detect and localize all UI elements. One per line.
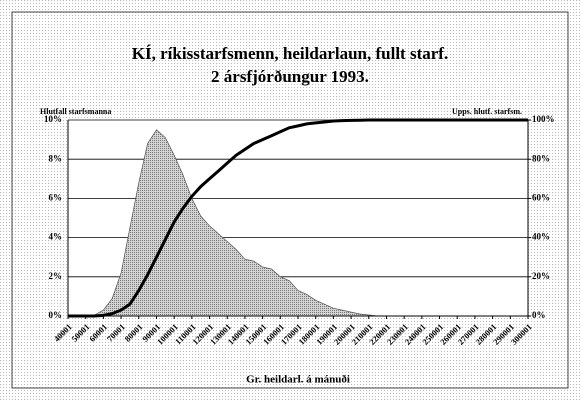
x-axis-title: Gr. heildarl. á mánuði [246,374,350,386]
y-tick-label: 10% [44,114,62,124]
y2-tick-label: 40% [532,232,550,242]
chart-subtitle: 2 ársfjórðungur 1993. [211,67,369,86]
y-tick-label: 6% [49,192,63,202]
chart-title: KÍ, ríkisstarfsmenn, heildarlaun, fullt … [132,44,448,63]
y-tick-label: 4% [49,232,63,242]
y2-tick-label: 20% [532,271,550,281]
y2-tick-label: 100% [532,114,555,124]
cumulative-line [68,118,528,318]
y-tick-label: 8% [49,153,63,163]
y-tick-label: 2% [49,271,63,281]
frame [11,11,569,389]
y2-tick-label: 60% [532,192,550,202]
y-axis-title: Hlutfall starfsmanna [40,107,111,116]
y2-tick-label: 80% [532,153,550,163]
y-tick-label: 0% [49,310,63,320]
y2-tick-label: 0% [532,310,546,320]
y2-axis-title: Upps. hlutf. starfsm. [452,107,522,116]
